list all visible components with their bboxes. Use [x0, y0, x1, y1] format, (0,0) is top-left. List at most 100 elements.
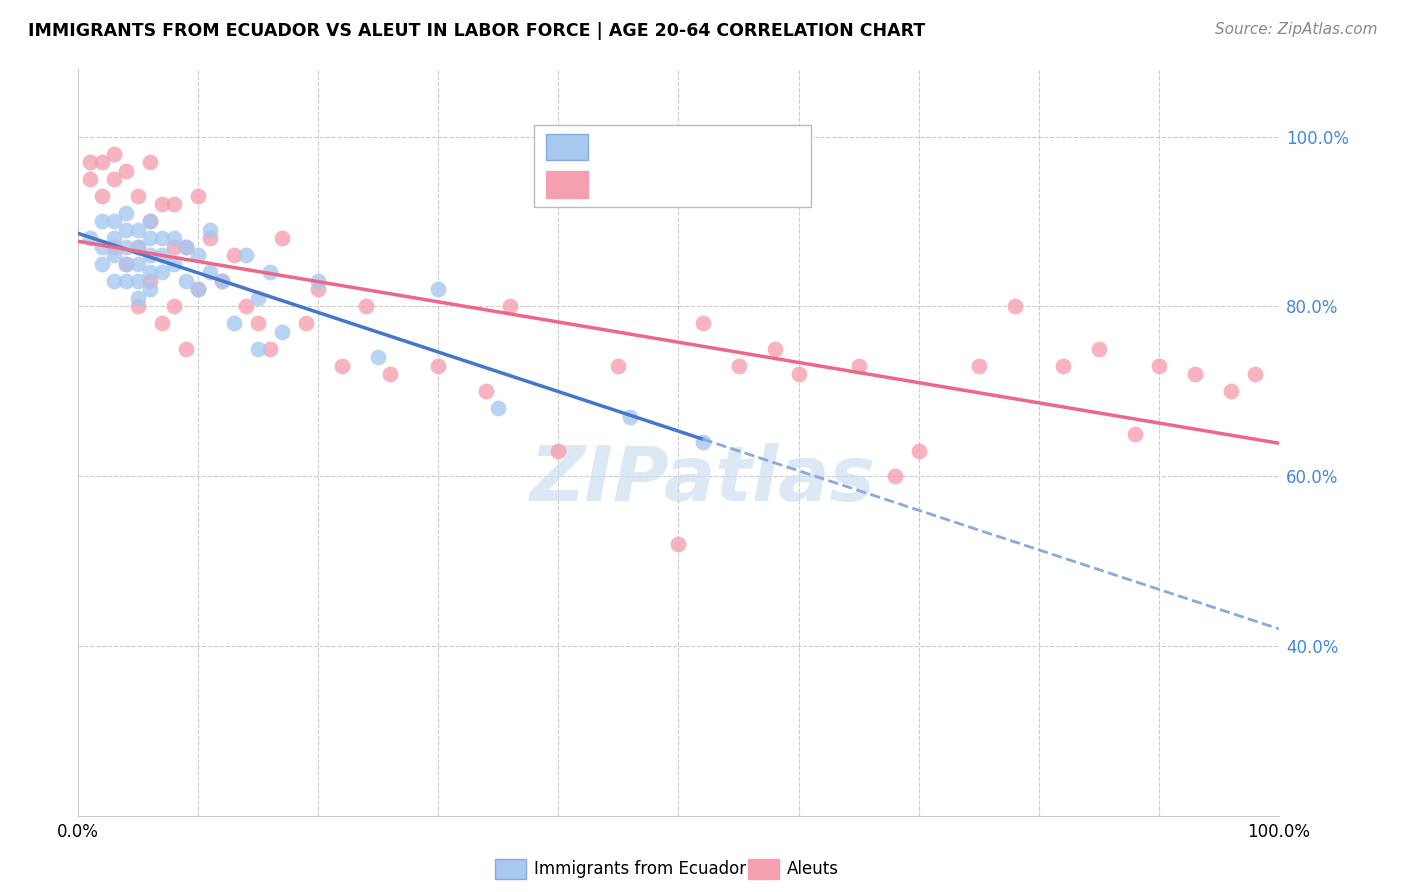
Point — [150, 197, 173, 211]
Point — [127, 291, 149, 305]
Point — [200, 265, 222, 279]
Point — [174, 240, 197, 254]
Point — [668, 537, 690, 551]
Point — [1244, 368, 1267, 382]
Point — [211, 274, 233, 288]
Point — [103, 274, 125, 288]
Point — [103, 172, 125, 186]
Point — [91, 214, 114, 228]
Text: Aleuts: Aleuts — [787, 860, 839, 878]
Point — [79, 155, 101, 169]
Point — [103, 231, 125, 245]
Point — [163, 197, 186, 211]
Point — [127, 240, 149, 254]
Point — [115, 240, 138, 254]
Point — [139, 248, 162, 262]
FancyBboxPatch shape — [547, 134, 589, 161]
Point — [150, 317, 173, 331]
Point — [247, 317, 270, 331]
Point — [380, 368, 402, 382]
Point — [1219, 384, 1241, 399]
Point — [967, 359, 990, 373]
Point — [127, 274, 149, 288]
Point — [307, 274, 329, 288]
Point — [271, 231, 294, 245]
Point — [174, 240, 197, 254]
Point — [1052, 359, 1074, 373]
Point — [103, 146, 125, 161]
Point — [127, 189, 149, 203]
Point — [127, 300, 149, 314]
Point — [187, 189, 209, 203]
Point — [259, 342, 281, 356]
FancyBboxPatch shape — [547, 171, 589, 197]
Point — [127, 223, 149, 237]
Point — [115, 257, 138, 271]
Point — [187, 248, 209, 262]
Point — [356, 300, 378, 314]
Point — [115, 274, 138, 288]
Text: R = -0.483: R = -0.483 — [603, 139, 697, 154]
Point — [486, 401, 509, 416]
Point — [271, 325, 294, 339]
Point — [115, 206, 138, 220]
Point — [139, 265, 162, 279]
Point — [235, 300, 257, 314]
Point — [79, 172, 101, 186]
Point — [200, 223, 222, 237]
Point — [1123, 426, 1146, 441]
Point — [1004, 300, 1026, 314]
Point — [475, 384, 498, 399]
Point — [187, 283, 209, 297]
Point — [499, 300, 522, 314]
Point — [163, 240, 186, 254]
Point — [174, 342, 197, 356]
Point — [295, 317, 318, 331]
Point — [224, 248, 246, 262]
Point — [235, 248, 257, 262]
Point — [211, 274, 233, 288]
Point — [163, 257, 186, 271]
Point — [200, 231, 222, 245]
Text: Source: ZipAtlas.com: Source: ZipAtlas.com — [1215, 22, 1378, 37]
Point — [91, 155, 114, 169]
Point — [1147, 359, 1170, 373]
Text: IMMIGRANTS FROM ECUADOR VS ALEUT IN LABOR FORCE | AGE 20-64 CORRELATION CHART: IMMIGRANTS FROM ECUADOR VS ALEUT IN LABO… — [28, 22, 925, 40]
Point — [307, 283, 329, 297]
Point — [692, 317, 714, 331]
Point — [103, 248, 125, 262]
Point — [139, 283, 162, 297]
Point — [103, 240, 125, 254]
Point — [427, 359, 450, 373]
Point — [763, 342, 786, 356]
Point — [139, 231, 162, 245]
Point — [127, 240, 149, 254]
Point — [259, 265, 281, 279]
Point — [163, 300, 186, 314]
Point — [692, 435, 714, 450]
Text: N = 47: N = 47 — [718, 139, 779, 154]
Point — [127, 257, 149, 271]
Point — [727, 359, 749, 373]
Point — [907, 444, 929, 458]
Point — [848, 359, 870, 373]
Point — [1184, 368, 1206, 382]
Point — [115, 163, 138, 178]
Point — [330, 359, 353, 373]
Point — [187, 283, 209, 297]
Point — [139, 214, 162, 228]
Point — [247, 342, 270, 356]
Point — [91, 240, 114, 254]
Point — [367, 351, 389, 365]
Text: R = -0.218: R = -0.218 — [603, 177, 697, 192]
Point — [150, 248, 173, 262]
Point — [150, 231, 173, 245]
Point — [139, 274, 162, 288]
Point — [619, 409, 641, 424]
Point — [115, 223, 138, 237]
Point — [150, 265, 173, 279]
Point — [427, 283, 450, 297]
Point — [79, 231, 101, 245]
Point — [139, 155, 162, 169]
Point — [607, 359, 630, 373]
